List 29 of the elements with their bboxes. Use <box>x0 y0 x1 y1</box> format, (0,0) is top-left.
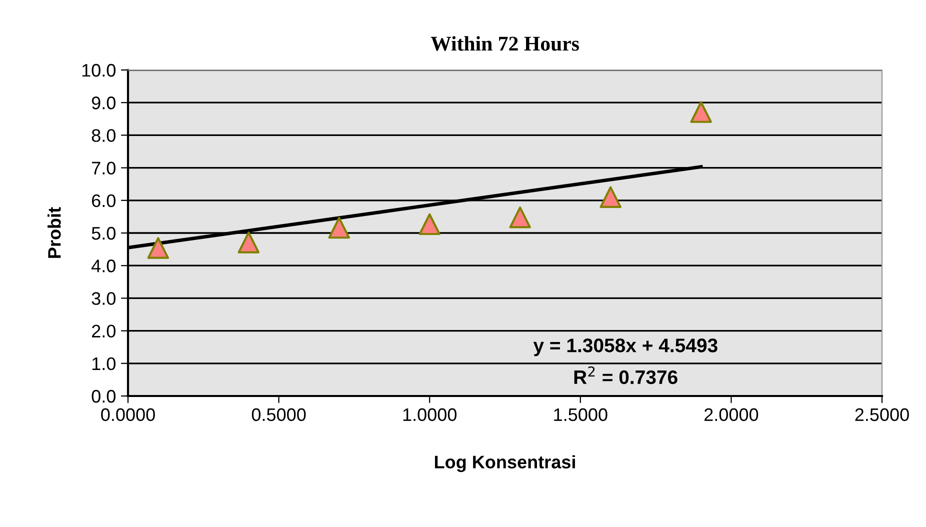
y-tick-label: 0.0 <box>92 390 116 403</box>
y-tick-label: 5.0 <box>92 226 116 240</box>
point <box>147 237 170 259</box>
x-tick-label: 2.5000 <box>855 408 909 422</box>
x-tick-label: 2.0000 <box>704 408 758 422</box>
x-tick-label: 0.5000 <box>252 408 306 422</box>
y-axis-title: Probit <box>48 207 61 258</box>
y-tick-label: 8.0 <box>92 129 116 142</box>
y-tick-label: 6.0 <box>92 194 116 208</box>
point <box>238 232 260 254</box>
y-tick-label: 2.0 <box>92 324 116 338</box>
point <box>509 206 531 228</box>
y-tick-label: 1.0 <box>92 357 116 370</box>
y-tick-label: 7.0 <box>92 162 116 175</box>
chart-title: Within 72 Hours <box>430 36 579 51</box>
point <box>328 216 350 239</box>
point <box>690 101 712 123</box>
x-axis-title: Log Konsentrasi <box>434 455 575 472</box>
y-tick-label: 3.0 <box>92 292 116 305</box>
point <box>600 186 622 208</box>
point <box>418 213 440 236</box>
y-tick-label: 4.0 <box>92 260 116 272</box>
x-tick-label: 1.0000 <box>403 408 457 422</box>
x-tick-label: 1.5000 <box>554 408 608 422</box>
annotation: R$^{2}$ = 0.7376 <box>574 366 678 384</box>
x-tick-label: 0.0000 <box>101 408 155 422</box>
y-tick-label: 9.0 <box>92 96 116 110</box>
annotation: y = 1.3058x + 4.5493 <box>533 338 718 356</box>
y-tick-label: 10.0 <box>82 64 116 77</box>
